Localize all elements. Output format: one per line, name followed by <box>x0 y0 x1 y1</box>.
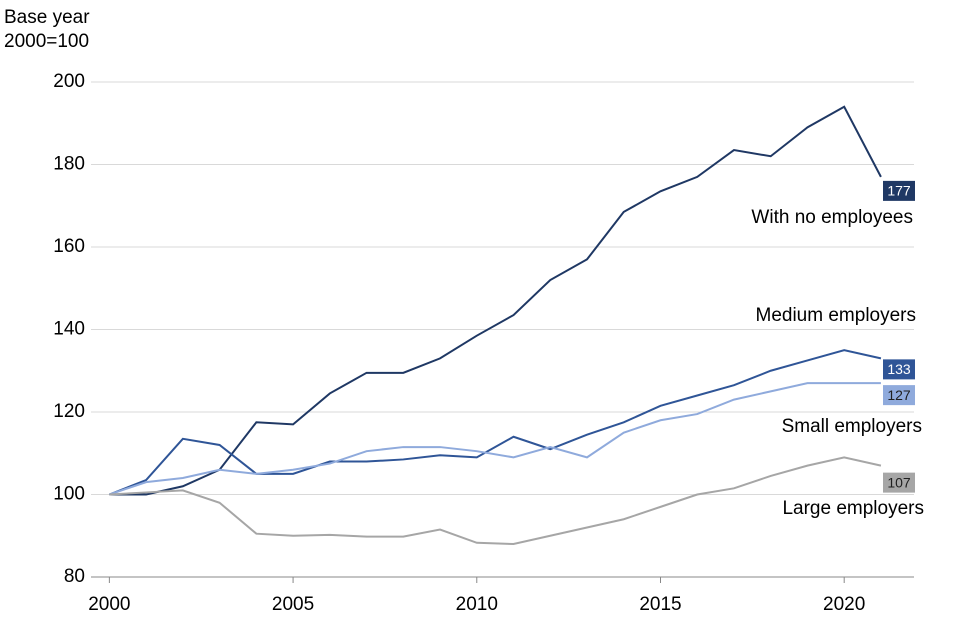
value-label: 177 <box>887 183 911 199</box>
y-tick-label: 120 <box>53 401 85 422</box>
value-label: 133 <box>887 361 911 377</box>
series-label: Large employers <box>782 498 924 519</box>
x-tick-label: 2000 <box>88 594 130 615</box>
y-tick-label: 140 <box>53 319 85 340</box>
x-tick-label: 2010 <box>456 594 498 615</box>
y-tick-label: 200 <box>53 71 85 92</box>
value-label-box <box>883 472 915 493</box>
x-tick-label: 2015 <box>639 594 681 615</box>
y-tick-label: 180 <box>53 154 85 175</box>
value-label-box <box>883 359 915 380</box>
y-axis-title: 2000=100 <box>4 31 89 52</box>
series-line <box>109 382 881 496</box>
y-tick-label: 100 <box>53 484 85 505</box>
value-label-box <box>883 180 915 201</box>
series-line <box>109 349 882 496</box>
series-label: With no employees <box>751 207 913 228</box>
series-label: Small employers <box>782 416 922 437</box>
y-tick-label: 80 <box>64 566 85 587</box>
series-line <box>109 105 882 496</box>
x-tick-label: 2020 <box>823 594 865 615</box>
y-tick-label: 160 <box>53 236 85 257</box>
value-label-box <box>883 385 915 406</box>
x-tick-label: 2005 <box>272 594 314 615</box>
y-axis-title: Base year <box>4 7 90 28</box>
value-label: 107 <box>887 474 911 490</box>
series-label: Medium employers <box>756 305 917 326</box>
value-label: 127 <box>887 387 911 403</box>
series-line <box>109 456 882 546</box>
